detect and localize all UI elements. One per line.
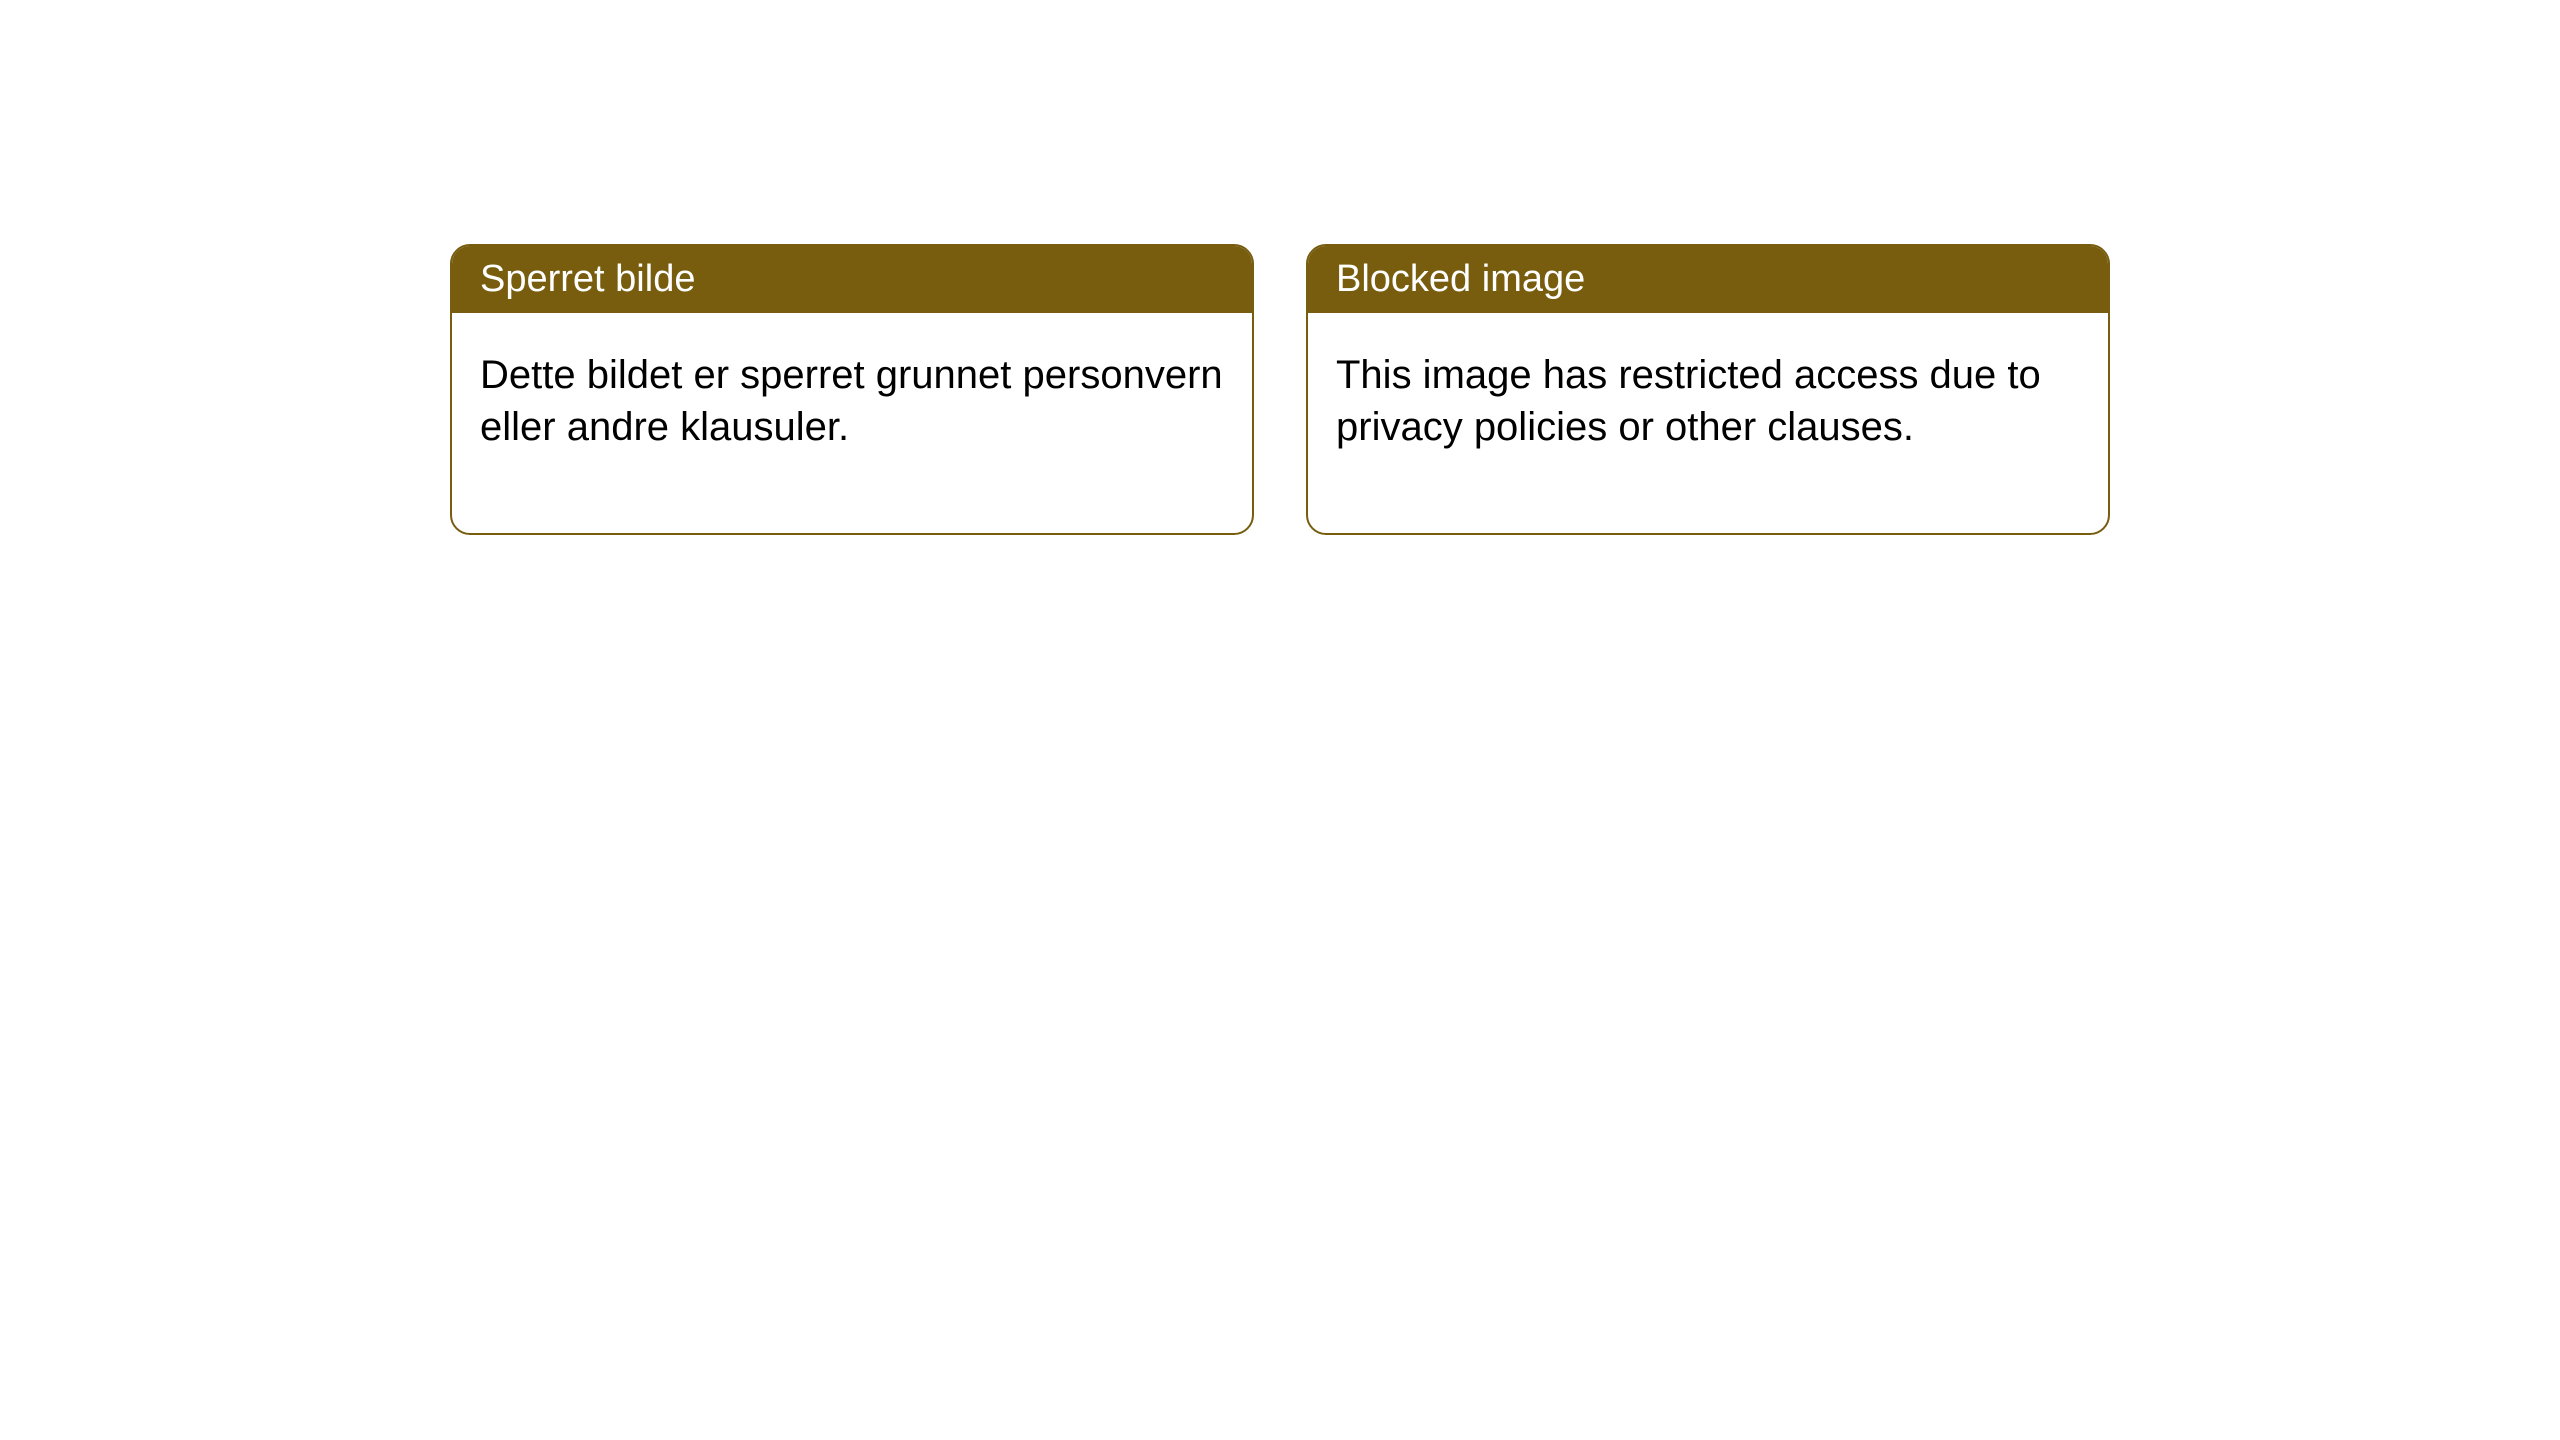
- card-body: Dette bildet er sperret grunnet personve…: [452, 313, 1252, 533]
- card-body-text: This image has restricted access due to …: [1336, 353, 2041, 449]
- card-header: Blocked image: [1308, 246, 2108, 313]
- notice-card-norwegian: Sperret bilde Dette bildet er sperret gr…: [450, 244, 1254, 535]
- card-body-text: Dette bildet er sperret grunnet personve…: [480, 353, 1223, 449]
- notice-card-english: Blocked image This image has restricted …: [1306, 244, 2110, 535]
- card-header: Sperret bilde: [452, 246, 1252, 313]
- notice-cards-container: Sperret bilde Dette bildet er sperret gr…: [450, 244, 2110, 535]
- card-body: This image has restricted access due to …: [1308, 313, 2108, 533]
- card-title: Blocked image: [1336, 258, 1585, 300]
- card-title: Sperret bilde: [480, 258, 695, 300]
